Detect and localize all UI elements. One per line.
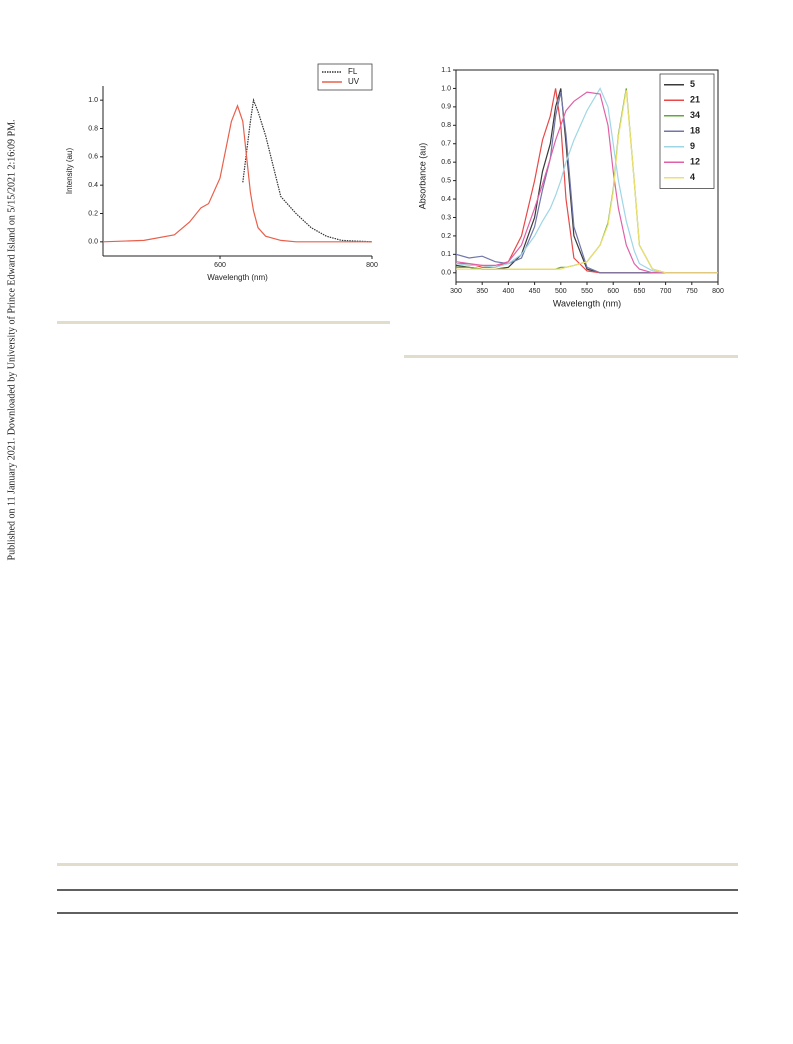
x-tick-label: 300 <box>450 288 462 295</box>
series-line <box>455 91 718 274</box>
rule <box>404 355 738 358</box>
x-tick-label: 650 <box>634 288 646 295</box>
y-tick-label: 0.3 <box>441 214 451 221</box>
x-tick-label: 600 <box>214 262 226 269</box>
y-tick-label: 0.8 <box>441 122 451 129</box>
x-tick-label: 500 <box>555 288 567 295</box>
rule <box>57 321 390 324</box>
series-line <box>455 87 718 274</box>
y-tick-label: 0.2 <box>88 210 98 217</box>
x-axis-label: Wavelength (nm) <box>553 298 621 308</box>
legend-label: 12 <box>690 157 700 167</box>
x-tick-label: 600 <box>607 288 619 295</box>
legend-box <box>317 63 373 91</box>
y-tick-label: 0.0 <box>441 270 451 277</box>
y-tick-label: 0.0 <box>88 239 98 246</box>
x-tick-label: 800 <box>712 288 724 295</box>
y-tick-label: 1.1 <box>441 67 451 74</box>
side-note: Published on 11 January 2021. Downloaded… <box>6 120 17 561</box>
y-tick-label: 1.0 <box>441 85 451 92</box>
series-line <box>456 90 718 274</box>
legend-label: 34 <box>690 110 700 120</box>
y-tick-label: 0.9 <box>441 104 451 111</box>
legend-label: 9 <box>690 141 695 151</box>
legend-label: 5 <box>690 79 695 89</box>
x-tick-label: 800 <box>366 262 378 269</box>
y-tick-label: 0.6 <box>88 154 98 161</box>
legend-label: 4 <box>690 172 695 182</box>
legend-label: FL <box>348 67 358 76</box>
x-tick-label: 750 <box>686 288 698 295</box>
y-axis-label: Absorbance (au) <box>417 143 427 210</box>
series-line <box>242 97 373 243</box>
x-axis-label: Wavelength (nm) <box>207 273 268 282</box>
y-axis-label: Intensity (au) <box>65 148 74 195</box>
x-tick-label: 550 <box>581 288 593 295</box>
x-tick-label: 700 <box>660 288 672 295</box>
legend-label: 21 <box>690 95 700 105</box>
y-tick-label: 0.1 <box>441 251 451 258</box>
y-tick-label: 0.4 <box>441 196 451 203</box>
y-tick-label: 0.8 <box>88 125 98 132</box>
y-tick-label: 0.5 <box>441 177 451 184</box>
x-tick-label: 400 <box>503 288 515 295</box>
y-tick-label: 0.2 <box>441 233 451 240</box>
x-tick-label: 350 <box>476 288 488 295</box>
legend-label: 18 <box>690 126 700 136</box>
y-tick-label: 0.4 <box>88 182 98 189</box>
rule <box>57 863 738 866</box>
y-tick-label: 0.6 <box>441 159 451 166</box>
y-tick-label: 0.7 <box>441 141 451 148</box>
legend-label: UV <box>348 77 360 86</box>
y-tick-label: 1.0 <box>88 97 98 104</box>
x-tick-label: 450 <box>529 288 541 295</box>
series-line <box>102 104 372 243</box>
